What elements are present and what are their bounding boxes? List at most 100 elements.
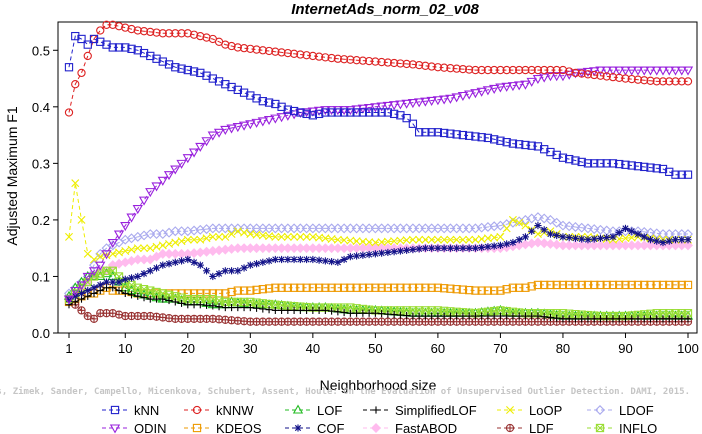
data-point-knnw xyxy=(515,65,524,75)
data-point-cof xyxy=(446,244,455,252)
data-point-odin xyxy=(382,101,394,111)
data-point-knn xyxy=(171,63,180,72)
data-point-odin xyxy=(420,97,431,107)
data-point-cof xyxy=(328,258,336,266)
data-point-simplifiedlof xyxy=(571,315,580,323)
data-point-knnw xyxy=(158,29,167,38)
data-point-kdeos xyxy=(665,280,674,290)
data-point-loop xyxy=(171,238,180,247)
data-point-knn xyxy=(133,46,142,55)
legend-label-knn: kNN xyxy=(134,403,159,418)
data-point-odin xyxy=(182,154,193,164)
data-point-odin xyxy=(226,124,237,134)
data-point-cof xyxy=(365,250,373,259)
data-point-simplifiedlof xyxy=(678,315,686,323)
data-point-knnw xyxy=(615,73,624,82)
data-point-kdeos xyxy=(683,280,693,290)
data-point-knnw xyxy=(371,57,380,66)
data-point-knn xyxy=(89,34,99,44)
data-point-kdeos xyxy=(433,283,443,292)
data-point-simplifiedlof xyxy=(403,311,411,320)
series-inflo xyxy=(64,266,693,321)
data-point-kdeos xyxy=(527,282,536,291)
data-point-simplifiedlof xyxy=(146,295,154,303)
data-point-odin xyxy=(63,295,75,305)
data-point-knn xyxy=(533,142,543,151)
data-point-knnw xyxy=(171,29,180,38)
data-point-knn xyxy=(71,31,80,41)
data-point-kdeos xyxy=(258,285,267,294)
legend-marker-knn xyxy=(110,405,120,415)
data-point-knn xyxy=(490,135,499,144)
legend-item-knn: kNN xyxy=(102,403,159,418)
legend: kNN kNNW LOF SimplifiedLOF LoOP LDOF ODIN KDEOS… xyxy=(102,403,657,434)
data-point-odin xyxy=(201,137,212,147)
data-point-loop xyxy=(283,232,292,241)
data-point-ldof xyxy=(570,221,581,232)
legend-marker-odin xyxy=(109,424,121,434)
data-point-cof xyxy=(590,235,598,243)
data-point-cof xyxy=(109,278,117,286)
data-point-loop xyxy=(333,235,342,244)
data-point-knnw xyxy=(308,51,317,61)
data-point-knn xyxy=(677,170,686,179)
data-point-cof xyxy=(384,248,392,257)
data-point-loop xyxy=(152,242,161,251)
data-point-loop xyxy=(277,232,286,241)
data-point-cof xyxy=(578,235,586,243)
data-point-simplifiedlof xyxy=(134,292,142,300)
data-point-kdeos xyxy=(577,280,586,290)
data-point-knn xyxy=(183,65,192,75)
data-point-cof xyxy=(640,233,648,241)
data-point-kdeos xyxy=(508,283,518,292)
data-point-knnw xyxy=(508,65,518,75)
legend-item-knnw: kNNW xyxy=(184,403,254,418)
data-point-ldof xyxy=(576,222,587,233)
data-point-cof xyxy=(603,233,611,242)
data-point-simplifiedlof xyxy=(446,312,455,320)
data-point-cof xyxy=(321,257,329,265)
data-point-cof xyxy=(309,255,317,264)
data-point-loop xyxy=(102,251,111,260)
data-point-simplifiedlof xyxy=(284,306,292,314)
data-point-loop xyxy=(202,234,211,243)
data-point-cof xyxy=(434,244,442,252)
data-point-knn xyxy=(352,108,361,117)
data-point-kdeos xyxy=(389,283,399,292)
data-point-knnw xyxy=(590,70,599,80)
data-point-kdeos xyxy=(590,280,599,290)
data-point-knn xyxy=(508,139,518,148)
data-point-kdeos xyxy=(621,280,630,290)
data-point-cof xyxy=(252,260,261,268)
data-point-loop xyxy=(302,232,311,241)
data-point-knnw xyxy=(608,72,618,82)
data-point-knnw xyxy=(389,58,399,68)
data-point-knnw xyxy=(496,65,505,75)
data-point-knnw xyxy=(264,46,274,56)
data-point-knn xyxy=(83,40,92,49)
data-point-odin xyxy=(363,103,375,114)
legend-item-kdeos: KDEOS xyxy=(184,421,262,434)
data-point-simplifiedlof xyxy=(440,312,448,320)
y-tick-label: 0.5 xyxy=(32,43,50,58)
data-point-knnw xyxy=(358,56,368,65)
y-tick-label: 0.2 xyxy=(32,213,50,228)
x-tick-label: 80 xyxy=(556,341,570,356)
data-point-loop xyxy=(183,235,192,244)
data-point-odin xyxy=(120,222,131,232)
data-point-simplifiedlof xyxy=(646,315,655,323)
data-point-knn xyxy=(527,141,536,150)
data-point-kdeos xyxy=(565,280,574,290)
data-point-cof xyxy=(371,250,379,258)
data-point-odin xyxy=(476,87,487,97)
data-point-ldof xyxy=(545,214,556,225)
data-point-knn xyxy=(202,71,211,80)
data-point-odin xyxy=(88,267,100,277)
data-point-knnw xyxy=(364,56,374,66)
data-point-knnw xyxy=(246,44,255,54)
data-point-loop xyxy=(533,230,542,239)
data-point-simplifiedlof xyxy=(252,304,261,312)
data-point-kdeos xyxy=(239,286,249,295)
data-point-kdeos xyxy=(227,287,236,297)
data-point-knnw xyxy=(202,33,211,42)
